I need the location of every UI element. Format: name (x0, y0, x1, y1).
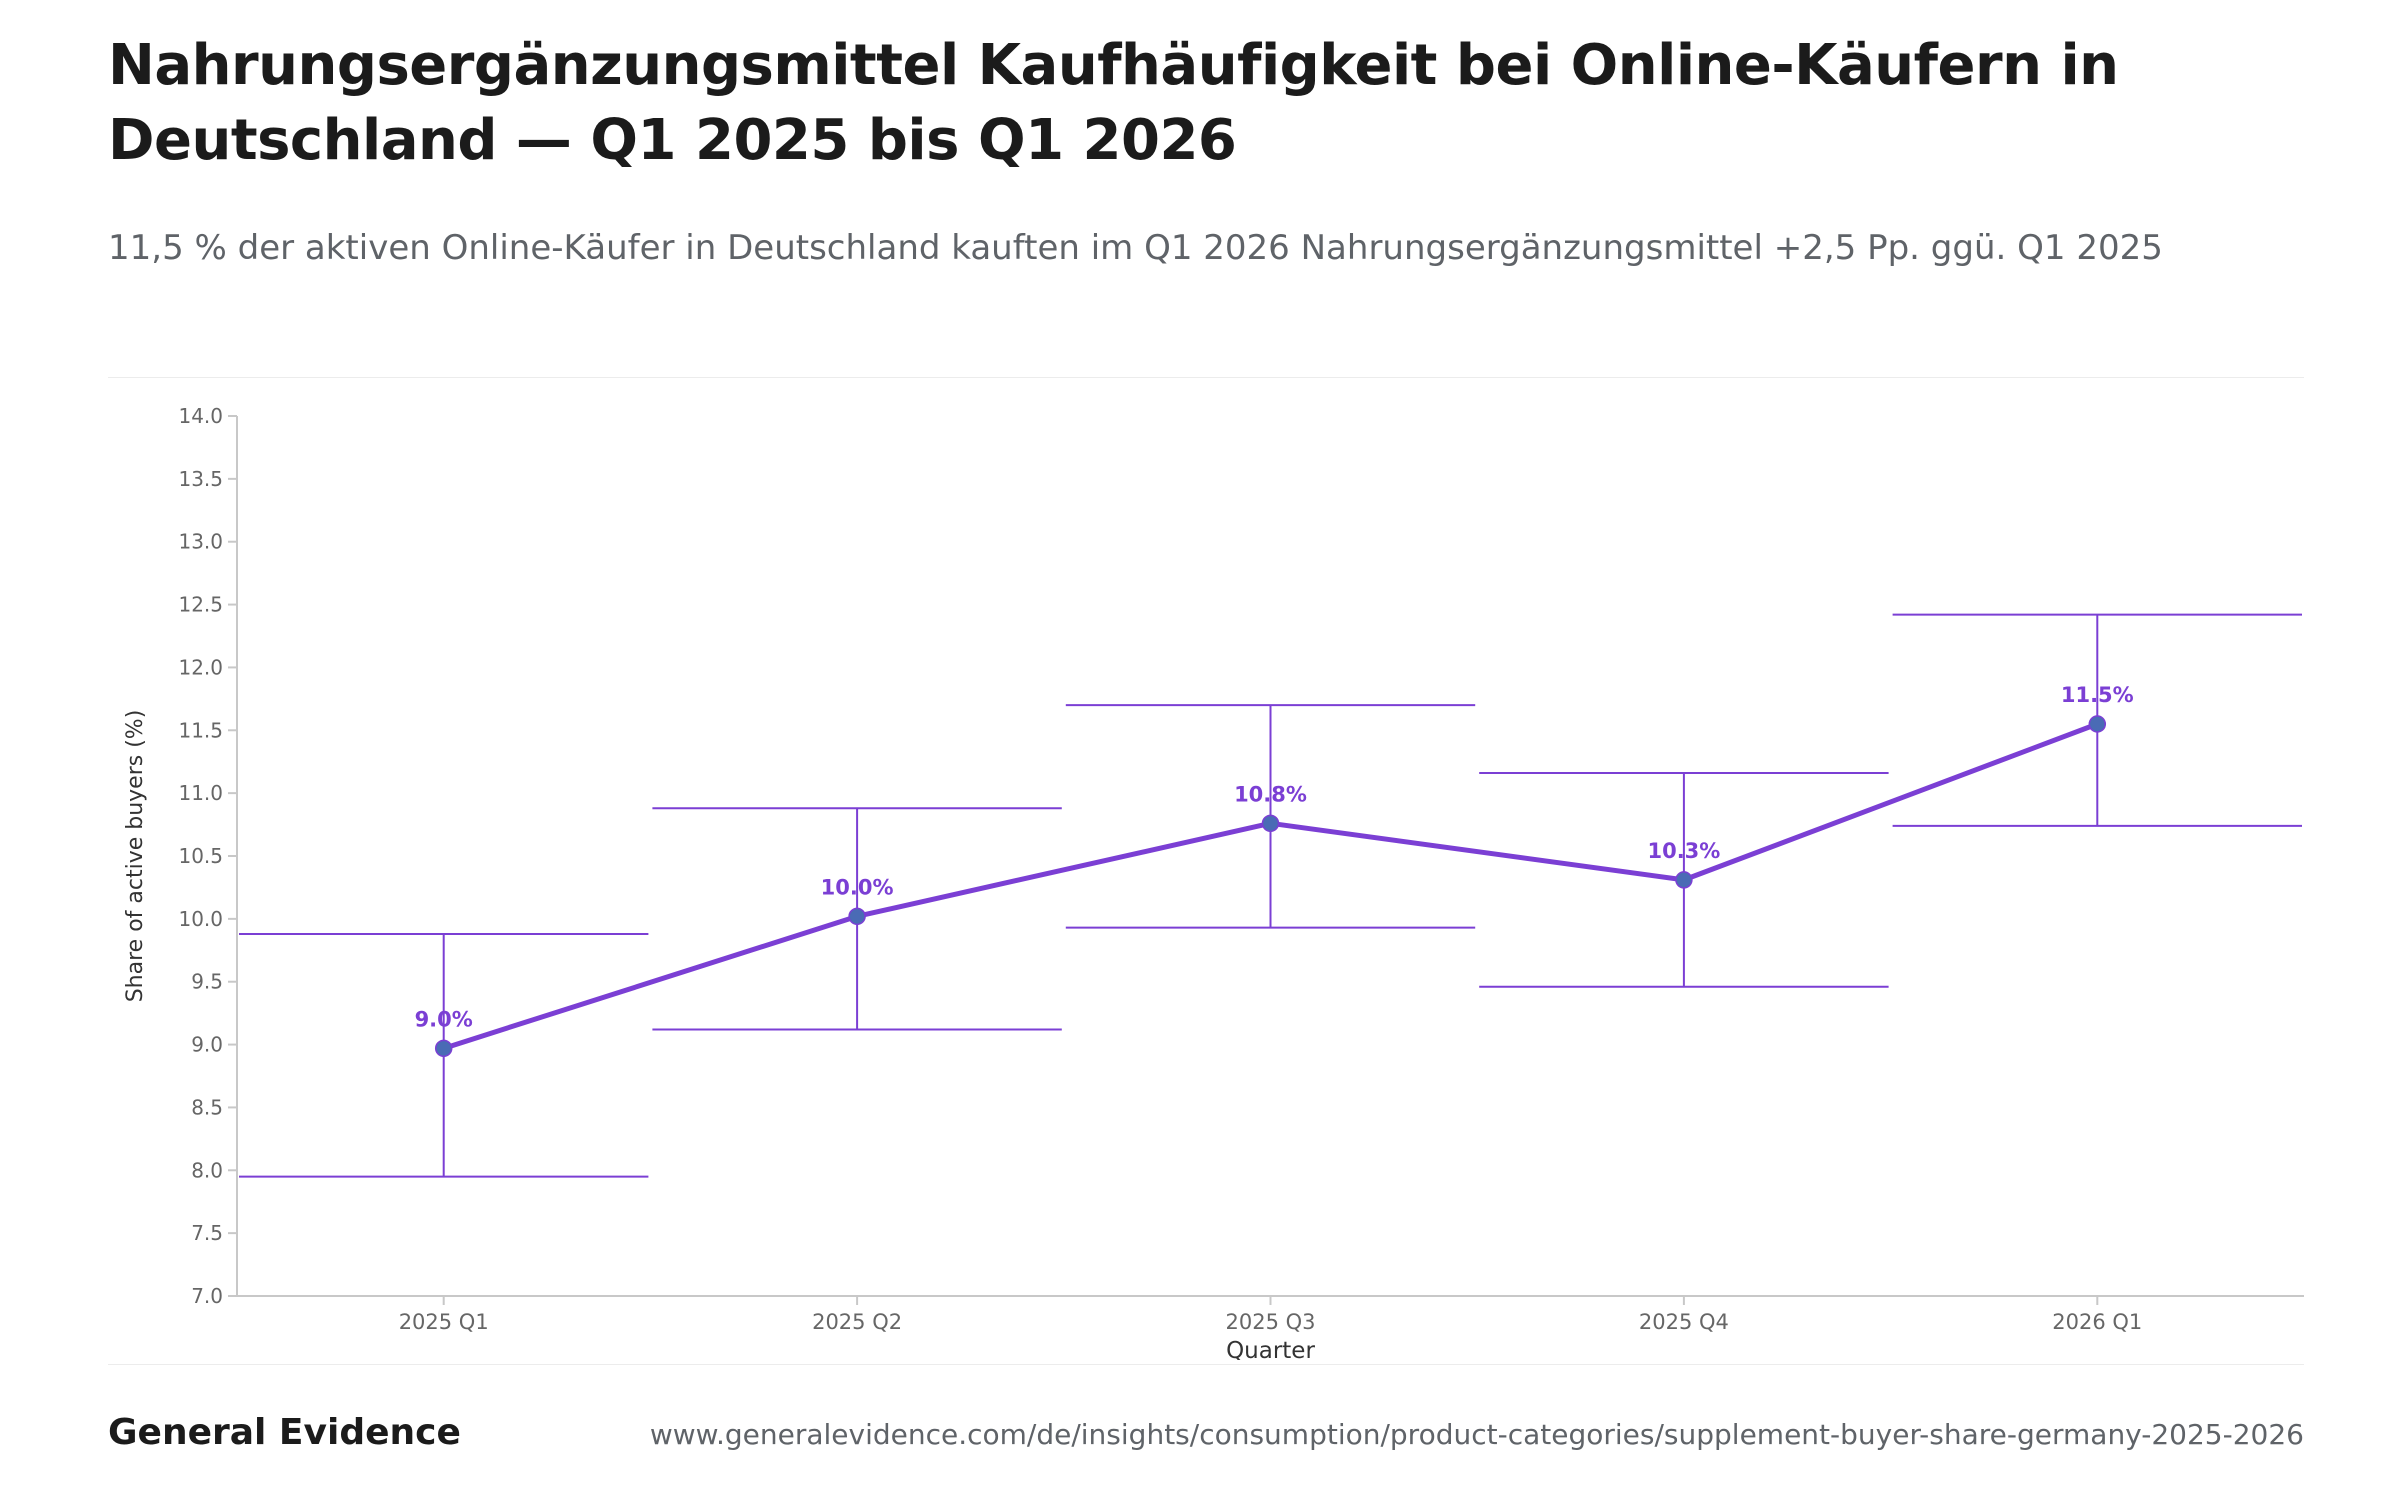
x-tick-label: 2025 Q1 (399, 1310, 489, 1334)
y-tick-label: 7.0 (191, 1284, 223, 1308)
data-label: 10.0% (821, 875, 894, 899)
data-point (2088, 715, 2107, 733)
y-tick-label: 10.5 (178, 844, 223, 868)
x-tick-label: 2025 Q4 (1639, 1310, 1729, 1334)
error-bars (239, 613, 2302, 1178)
data-point (1675, 871, 1693, 889)
x-tick-label: 2025 Q2 (812, 1310, 902, 1334)
data-labels: 9.0% 10.0% 10.8% 10.3% 11.5% (415, 683, 2134, 1031)
chart-title: Nahrungsergänzungsmittel Kaufhäufigkeit … (108, 33, 2119, 173)
y-tick-label: 12.0 (178, 655, 223, 679)
data-point (848, 907, 866, 926)
x-tick-label: 2026 Q1 (2052, 1310, 2142, 1334)
y-tick-label: 14.0 (178, 404, 223, 428)
y-tick-label: 8.5 (191, 1095, 223, 1119)
x-tick-label: 2025 Q3 (1225, 1310, 1315, 1334)
data-label: 11.5% (2061, 683, 2134, 707)
chart-axes: 7.0 7.5 8.0 8.5 9.0 9.5 10.0 10.5 11.0 11.5 12.0 12… (123, 404, 2304, 1360)
y-tick-label: 11.5 (178, 718, 223, 742)
x-axis-label: Quarter (1226, 1338, 1315, 1360)
y-tick-label: 8.0 (191, 1158, 223, 1182)
y-tick-label: 10.0 (178, 907, 223, 931)
data-series (434, 715, 2107, 1058)
y-tick-label: 13.0 (178, 530, 223, 554)
y-tick-label: 7.5 (191, 1221, 223, 1245)
chart-subtitle: 11,5 % der aktiven Online-Käufer in Deut… (108, 228, 2163, 268)
y-tick-label: 11.0 (178, 781, 223, 805)
data-label: 10.8% (1234, 782, 1307, 806)
y-tick-label: 13.5 (178, 467, 223, 491)
brand-name: General Evidence (108, 1412, 461, 1453)
bottom-divider (108, 1364, 2304, 1365)
y-tick-label: 9.0 (191, 1033, 223, 1057)
top-divider (108, 377, 2304, 378)
source-url[interactable]: www.generalevidence.com/de/insights/cons… (649, 1418, 2304, 1451)
data-point (1261, 814, 1280, 833)
y-axis-label: Share of active buyers (%) (123, 710, 148, 1003)
y-tick-label: 9.5 (191, 970, 223, 994)
y-tick-label: 12.5 (178, 593, 223, 617)
data-label: 10.3% (1647, 839, 1720, 863)
line-chart: 7.0 7.5 8.0 8.5 9.0 9.5 10.0 10.5 11.0 11.5 12.0 12… (123, 404, 2304, 1360)
data-point (434, 1039, 453, 1058)
data-label: 9.0% (415, 1007, 473, 1031)
